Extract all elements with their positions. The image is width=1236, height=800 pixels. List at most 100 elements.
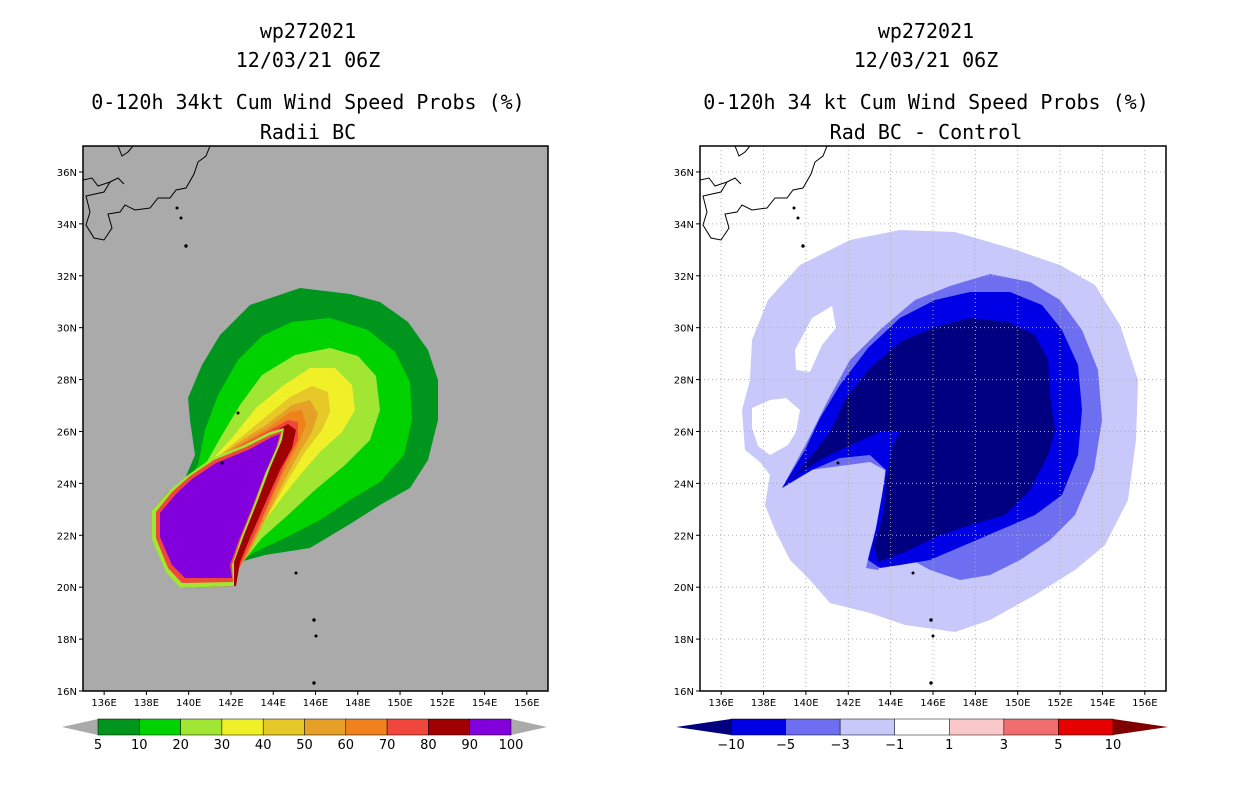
right-axis-ticks: 136E 138E 140E 142E 144E 146E 148E 150E 152E 154E…	[674, 168, 1158, 709]
x-tick-label: 136E	[708, 698, 733, 709]
colorbar-label: 40	[255, 738, 272, 753]
colorbar-swatch	[1003, 718, 1059, 736]
left-title-line-4: Radii BC	[260, 120, 356, 144]
colorbar-label: −5	[776, 738, 795, 753]
y-tick-label: 18N	[57, 635, 77, 646]
colorbar-swatch	[221, 718, 264, 736]
diff-hole-1	[752, 398, 800, 455]
colorbar-label: 90	[461, 738, 478, 753]
y-tick-label: 32N	[674, 272, 694, 283]
x-tick-label: 152E	[430, 698, 455, 709]
colorbar-label: 1	[945, 738, 953, 753]
x-tick-label: 138E	[134, 698, 159, 709]
colorbar-label: 50	[296, 738, 313, 753]
y-tick-label: 28N	[674, 376, 694, 387]
x-tick-label: 148E	[345, 698, 370, 709]
y-tick-label: 18N	[674, 635, 694, 646]
colorbar-extend-low	[62, 719, 98, 735]
y-tick-label: 30N	[57, 324, 77, 335]
y-tick-label: 16N	[674, 687, 694, 698]
colorbar-label: 10	[1105, 738, 1122, 753]
colorbar-label: −10	[717, 738, 744, 753]
colorbar-label: 60	[338, 738, 355, 753]
right-colorbar: −10 −5 −3 −1 1 3 5 10	[676, 718, 1168, 753]
diff-contour-minus-10	[788, 318, 1055, 562]
colorbar-label: 5	[1054, 738, 1062, 753]
diff-hole-2	[795, 306, 836, 372]
y-tick-label: 26N	[674, 427, 694, 438]
x-tick-label: 150E	[387, 698, 412, 709]
colorbar-swatch	[894, 718, 950, 736]
y-tick-label: 22N	[57, 531, 77, 542]
right-coastline	[700, 146, 935, 685]
y-tick-label: 24N	[674, 479, 694, 490]
left-title-line-3: 0-120h 34kt Cum Wind Speed Probs (%)	[91, 90, 524, 114]
colorbar-label: 10	[131, 738, 148, 753]
contour-core	[160, 434, 280, 578]
x-tick-label: 142E	[218, 698, 243, 709]
x-tick-label: 146E	[920, 698, 945, 709]
colorbar-swatch	[839, 718, 895, 736]
colorbar-swatch	[949, 718, 1005, 736]
x-tick-label: 144E	[878, 698, 903, 709]
colorbar-label: −3	[831, 738, 850, 753]
left-title-line-1: wp272021	[260, 19, 356, 43]
colorbar-swatch	[469, 718, 512, 736]
y-tick-label: 34N	[674, 220, 694, 231]
x-tick-label: 146E	[303, 698, 328, 709]
colorbar-label: 20	[172, 738, 189, 753]
y-tick-label: 24N	[57, 479, 77, 490]
colorbar-label: −1	[885, 738, 904, 753]
colorbar-label: 5	[94, 738, 102, 753]
colorbar-label: 30	[214, 738, 231, 753]
colorbar-label: 70	[379, 738, 396, 753]
colorbar-swatch	[180, 718, 223, 736]
left-coastline	[83, 146, 318, 685]
x-tick-label: 144E	[261, 698, 286, 709]
x-tick-label: 154E	[1090, 698, 1115, 709]
colorbar-label: 80	[420, 738, 437, 753]
x-tick-label: 150E	[1005, 698, 1030, 709]
y-tick-label: 28N	[57, 376, 77, 387]
y-tick-label: 16N	[57, 687, 77, 698]
left-axis-ticks: 136E 138E 140E 142E 144E 146E 148E 150E 152E 154E…	[57, 168, 540, 709]
y-tick-label: 36N	[57, 168, 77, 179]
x-tick-label: 136E	[91, 698, 116, 709]
left-colorbar: 5 10 20 30 40 50 60 70 80 90 100	[62, 718, 547, 753]
right-title-line-1: wp272021	[878, 19, 974, 43]
x-tick-label: 140E	[793, 698, 818, 709]
y-tick-label: 22N	[674, 531, 694, 542]
x-tick-label: 148E	[963, 698, 988, 709]
right-panel: wp272021 12/03/21 06Z 0-120h 34 kt Cum W…	[674, 19, 1168, 753]
y-tick-label: 20N	[57, 583, 77, 594]
right-title-line-3: 0-120h 34 kt Cum Wind Speed Probs (%)	[703, 90, 1149, 114]
left-panel: wp272021 12/03/21 06Z 0-120h 34kt Cum Wi…	[57, 19, 549, 753]
colorbar-swatch	[345, 718, 388, 736]
colorbar-swatch	[785, 718, 841, 736]
colorbar-swatch	[1058, 718, 1114, 736]
left-title-line-2: 12/03/21 06Z	[236, 48, 381, 72]
colorbar-swatch	[730, 718, 786, 736]
y-tick-label: 32N	[57, 272, 77, 283]
y-tick-label: 26N	[57, 427, 77, 438]
right-gridlines	[700, 146, 1166, 691]
colorbar-label: 3	[1000, 738, 1008, 753]
colorbar-swatch	[262, 718, 305, 736]
colorbar-swatch	[97, 718, 140, 736]
left-contours	[152, 288, 438, 588]
colorbar-extend-high	[511, 719, 547, 735]
y-tick-label: 20N	[674, 583, 694, 594]
x-tick-label: 142E	[836, 698, 861, 709]
colorbar-extend-high	[1113, 719, 1168, 735]
colorbar-swatch	[428, 718, 470, 736]
right-title-line-2: 12/03/21 06Z	[854, 48, 999, 72]
x-tick-label: 152E	[1047, 698, 1072, 709]
x-tick-label: 154E	[472, 698, 497, 709]
colorbar-swatch	[386, 718, 429, 736]
x-tick-label: 156E	[1132, 698, 1157, 709]
y-tick-label: 34N	[57, 220, 77, 231]
colorbar-swatch	[139, 718, 181, 736]
x-tick-label: 138E	[751, 698, 776, 709]
y-tick-label: 30N	[674, 324, 694, 335]
